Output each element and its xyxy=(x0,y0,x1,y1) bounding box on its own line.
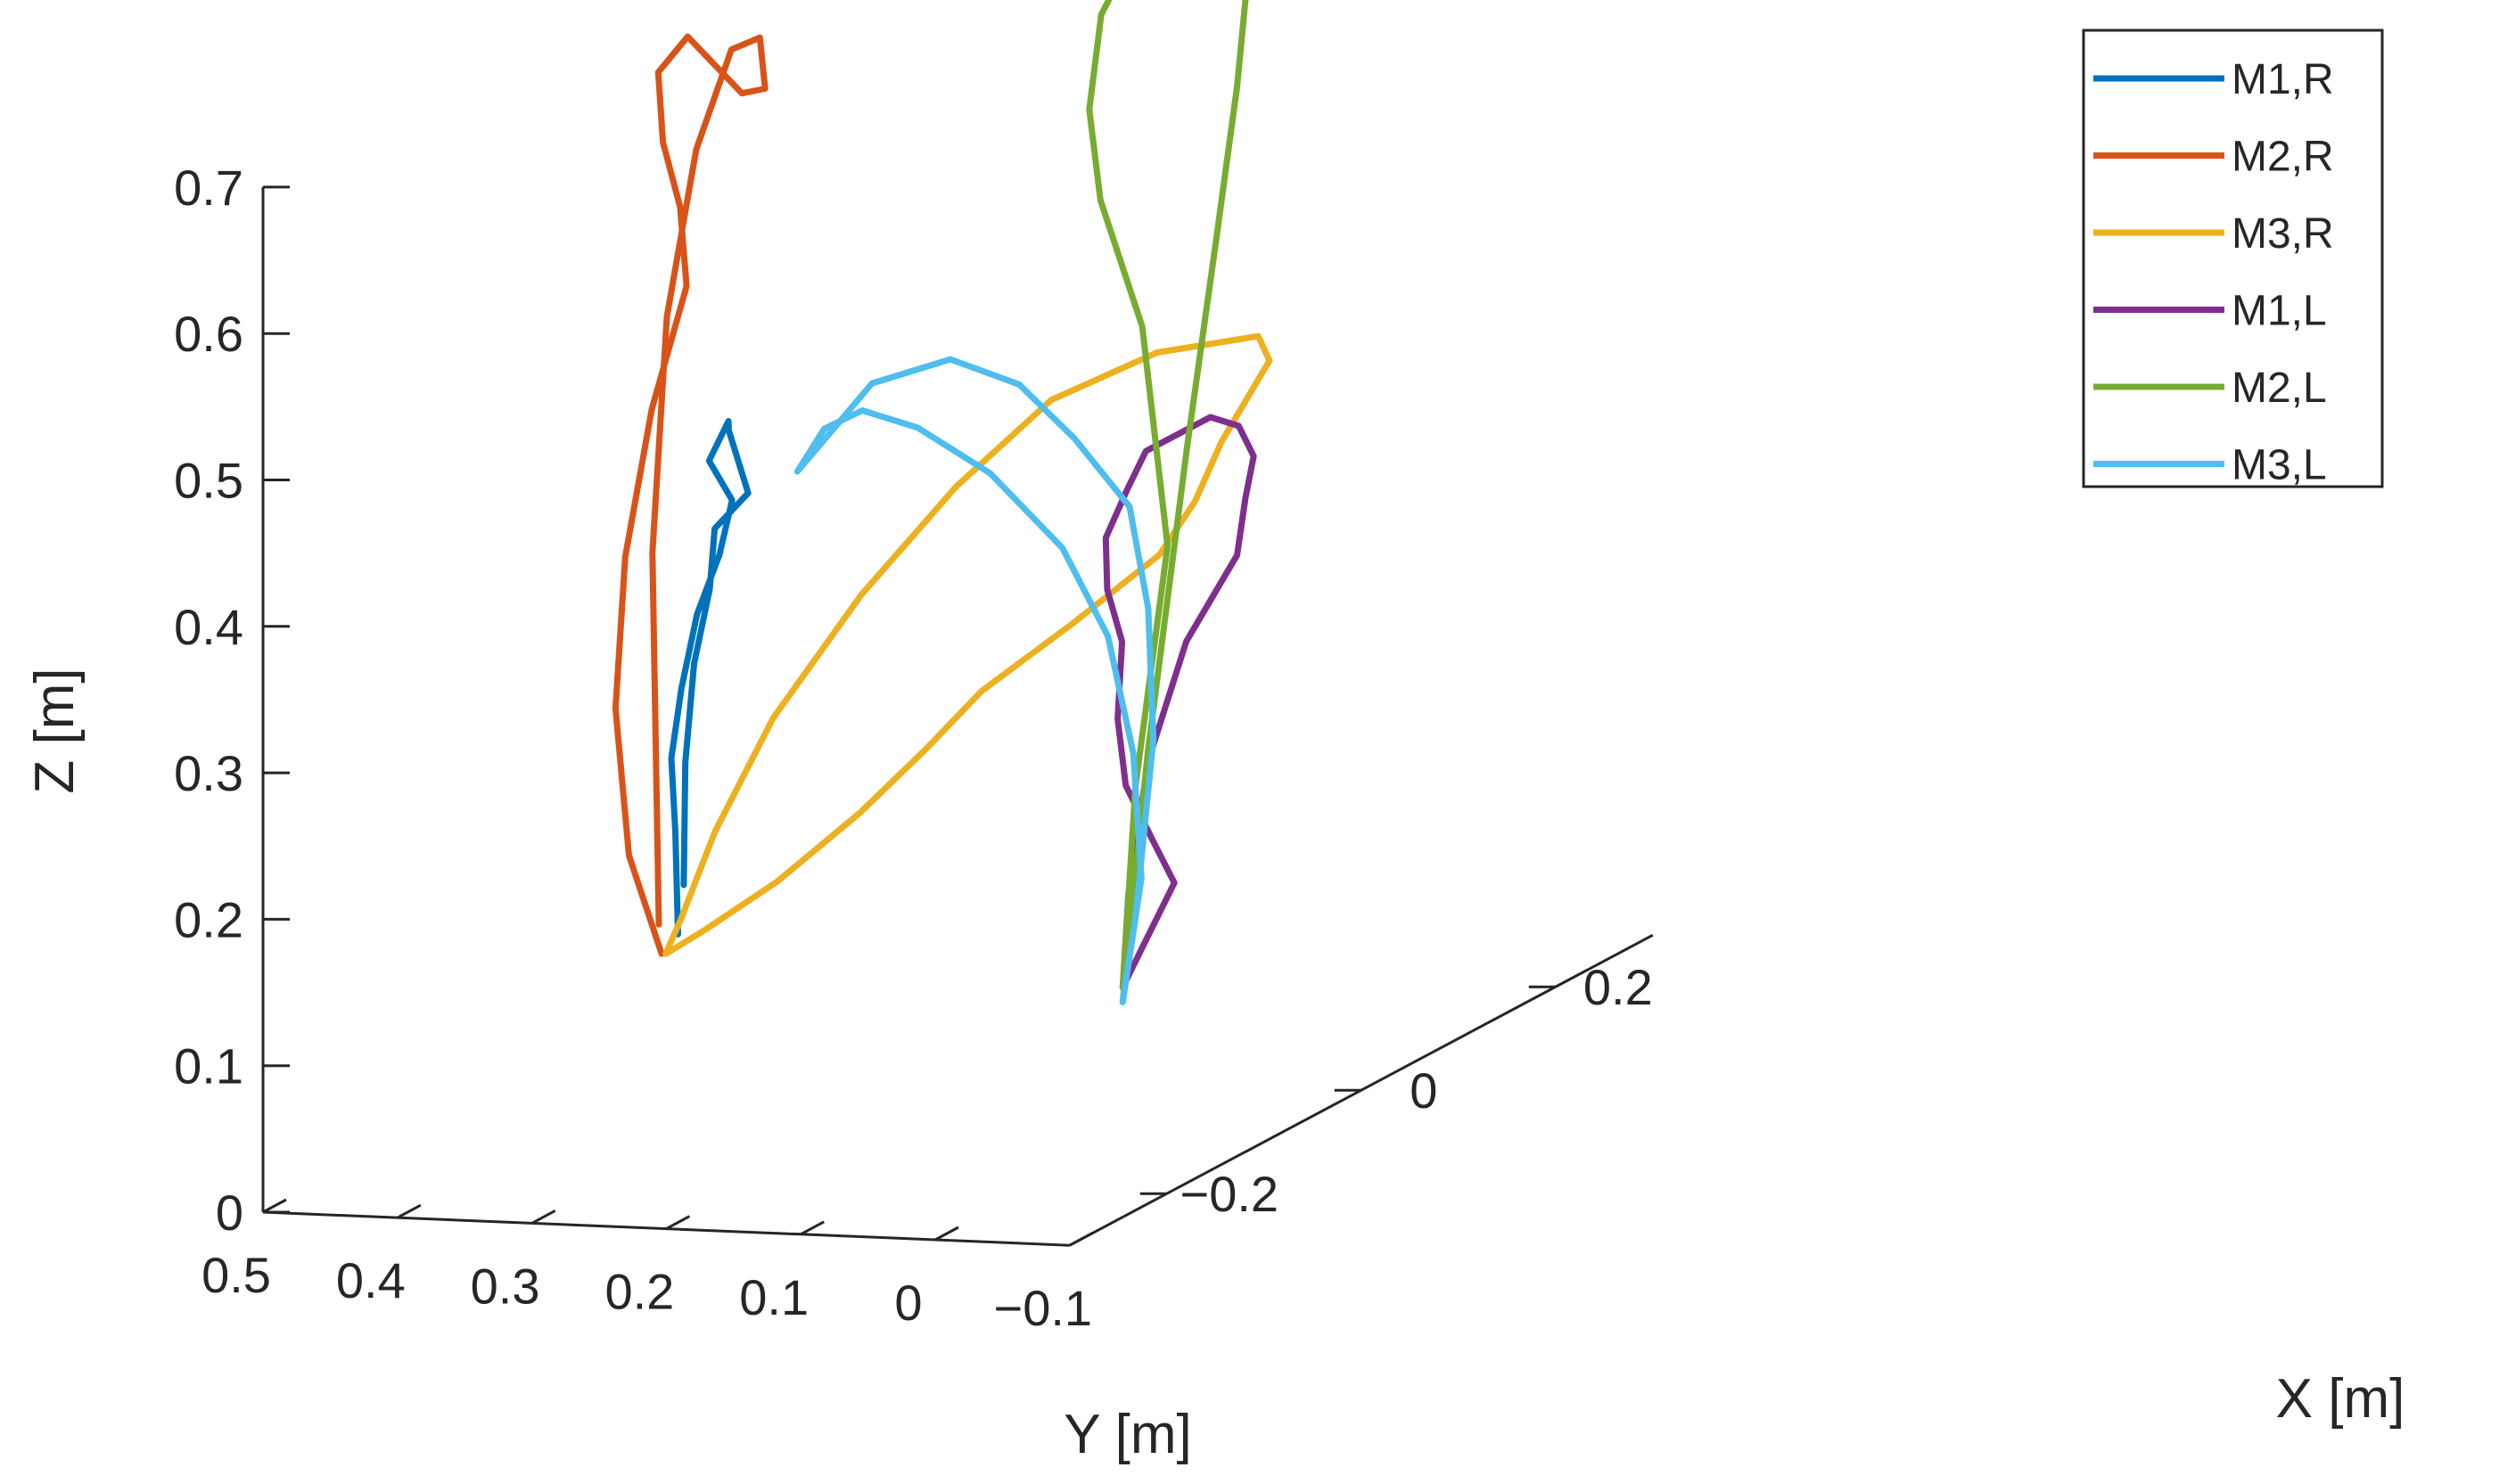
series-group xyxy=(612,0,1273,1005)
y-tick-label: 0.4 xyxy=(336,1252,406,1308)
y-tick xyxy=(934,1226,959,1242)
legend-label: M3,R xyxy=(2232,210,2334,258)
legend-label: M1,R xyxy=(2232,56,2334,103)
legend-label: M2,R xyxy=(2232,134,2334,181)
series-line-m1-l xyxy=(1102,414,1257,991)
y-tick xyxy=(665,1215,691,1230)
y-axis-title: Y [m] xyxy=(1064,1404,1192,1465)
y-tick xyxy=(800,1220,825,1236)
legend-label: M3,L xyxy=(2232,442,2327,489)
y-tick xyxy=(530,1209,556,1225)
y-tick xyxy=(1069,1231,1094,1247)
z-tick-label: 0 xyxy=(216,1185,243,1241)
series-line-m3-l xyxy=(793,356,1157,1005)
z-tick-label: 0.7 xyxy=(174,160,243,216)
y-tick-label: 0.5 xyxy=(201,1247,271,1303)
y-tick xyxy=(397,1203,422,1219)
z-tick-label: 0.2 xyxy=(174,891,243,947)
z-axis-title: Z [m] xyxy=(24,668,86,793)
z-tick-label: 0.1 xyxy=(174,1038,243,1095)
x-tick-label: 0 xyxy=(1410,1062,1437,1119)
y-tick-label: −0.1 xyxy=(994,1280,1093,1336)
z-tick-label: 0.4 xyxy=(174,599,243,655)
x-tick-label: −0.2 xyxy=(1180,1166,1279,1222)
z-tick-label: 0.5 xyxy=(174,453,243,509)
series-line-m2-r xyxy=(612,33,769,957)
y-tick-label: 0.3 xyxy=(471,1258,540,1314)
x-tick-label: 0.2 xyxy=(1583,959,1653,1015)
legend-box xyxy=(2082,29,2384,488)
series-line-m2-l xyxy=(1086,0,1249,1005)
y-tick-label: 0 xyxy=(894,1275,922,1331)
ticks xyxy=(262,185,1556,1247)
legend-label: M2,L xyxy=(2232,365,2327,412)
z-tick-label: 0.6 xyxy=(174,306,243,362)
x-axis-title: X [m] xyxy=(2276,1368,2405,1430)
y-tick-label: 0.2 xyxy=(604,1264,674,1320)
y-tick-label: 0.1 xyxy=(739,1269,809,1325)
tick-labels: 0 0.1 0.2 0.3 0.4 0.5 0.6 0.7 0.5 0.4 0.3 0.2 0.1 0 −0… xyxy=(174,160,1653,1336)
y-tick xyxy=(262,1198,287,1214)
series-line-m3-r xyxy=(662,332,1273,957)
series-line-m1-r xyxy=(668,418,752,938)
z-tick-label: 0.3 xyxy=(174,745,243,801)
legend-label: M1,L xyxy=(2232,288,2327,335)
legend: M1,R M2,R M3,R M1,L M2,L M3,L xyxy=(2082,29,2384,489)
